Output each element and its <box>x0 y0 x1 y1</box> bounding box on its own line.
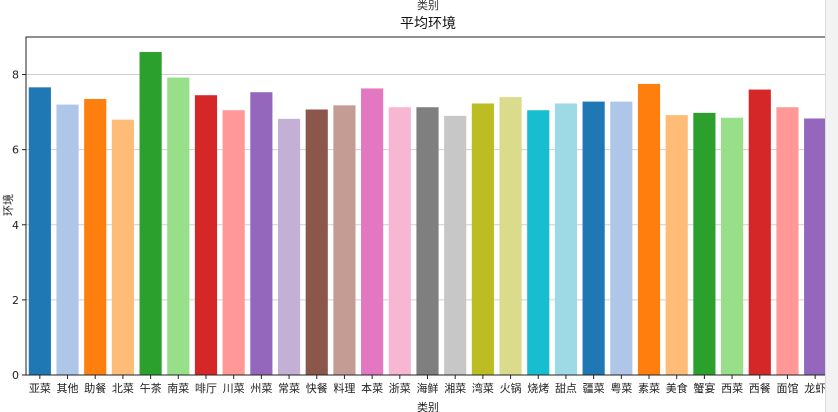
x-tick-label: 北菜 <box>112 382 134 395</box>
y-tick-label: 2 <box>12 294 19 307</box>
window-edge-strip <box>825 0 838 412</box>
x-tick-label: 州菜 <box>250 382 272 395</box>
x-tick-label: 南菜 <box>167 382 189 395</box>
bar <box>527 110 550 375</box>
x-tick-label: 本菜 <box>361 381 383 395</box>
x-tick-label: 蟹宴 <box>693 381 715 395</box>
x-tick-label: 西菜 <box>721 382 743 395</box>
x-tick-label: 面馆 <box>776 381 798 395</box>
x-tick-label: 料理 <box>333 381 355 395</box>
bar <box>693 112 716 376</box>
y-tick-label: 6 <box>12 144 19 157</box>
bar <box>333 105 356 376</box>
bar <box>361 88 384 375</box>
x-tick-label: 浙菜 <box>389 382 411 395</box>
y-tick-label: 0 <box>12 369 19 382</box>
y-axis-title: 环境 <box>1 194 15 216</box>
bar <box>582 101 605 376</box>
x-tick-label: 疆菜 <box>583 382 605 395</box>
x-axis-title: 类别 <box>417 400 439 412</box>
x-tick-label: 午茶 <box>140 382 162 395</box>
chart-title: 平均环境 <box>400 16 456 32</box>
bar <box>637 83 661 375</box>
bar <box>610 101 633 376</box>
x-tick-label: 烧烤 <box>527 381 549 395</box>
bar <box>721 117 744 375</box>
x-tick-label: 快餐 <box>306 381 328 395</box>
x-tick-label: 素菜 <box>638 382 660 395</box>
bar <box>499 97 522 375</box>
bar <box>250 92 273 375</box>
x-tick-label: 湾菜 <box>472 381 494 395</box>
bar <box>416 107 439 376</box>
bar <box>139 52 162 376</box>
bar <box>748 89 771 376</box>
x-tick-label: 助餐 <box>84 381 106 395</box>
x-tick-label: 啡厅 <box>195 382 217 395</box>
x-tick-label: 火锅 <box>500 382 522 395</box>
x-tick-label: 海鲜 <box>417 381 439 395</box>
x-tick-label: 甜点 <box>555 382 577 395</box>
bar <box>167 77 190 375</box>
x-tick-label: 常菜 <box>278 382 300 395</box>
x-tick-label: 其他 <box>57 382 79 395</box>
x-tick-label: 龙虾 <box>804 382 826 395</box>
chart-top-label: 类别 <box>417 0 439 12</box>
x-tick-label: 亚菜 <box>29 382 51 395</box>
bar <box>194 95 218 375</box>
bar <box>471 103 494 376</box>
x-tick-label: 粤菜 <box>610 381 632 395</box>
bar <box>111 119 134 375</box>
bar <box>776 107 799 376</box>
bar <box>444 115 467 375</box>
bars <box>28 52 827 376</box>
bar <box>665 115 688 376</box>
tick-labels: 0 2 4 6 8 亚菜 其他 助餐 北菜 午茶 南菜 啡厅 川菜 州菜 常菜 快餐 料理 本菜 浙菜 海鲜 湘菜 湾菜火… <box>12 69 826 395</box>
bar <box>554 103 578 376</box>
bar <box>277 118 301 376</box>
bar <box>56 104 79 375</box>
bar <box>305 109 328 375</box>
y-tick-label: 8 <box>12 69 19 82</box>
bar <box>222 110 245 375</box>
x-tick-label: 川菜 <box>223 382 245 395</box>
bar <box>28 87 51 375</box>
x-tick-label: 湘菜 <box>444 381 466 395</box>
bar <box>388 107 411 376</box>
x-tick-label: 美食 <box>666 381 688 395</box>
x-tick-label: 西餐 <box>749 381 771 395</box>
bar <box>84 98 107 375</box>
bar <box>804 118 827 376</box>
y-tick-label: 4 <box>12 219 19 232</box>
